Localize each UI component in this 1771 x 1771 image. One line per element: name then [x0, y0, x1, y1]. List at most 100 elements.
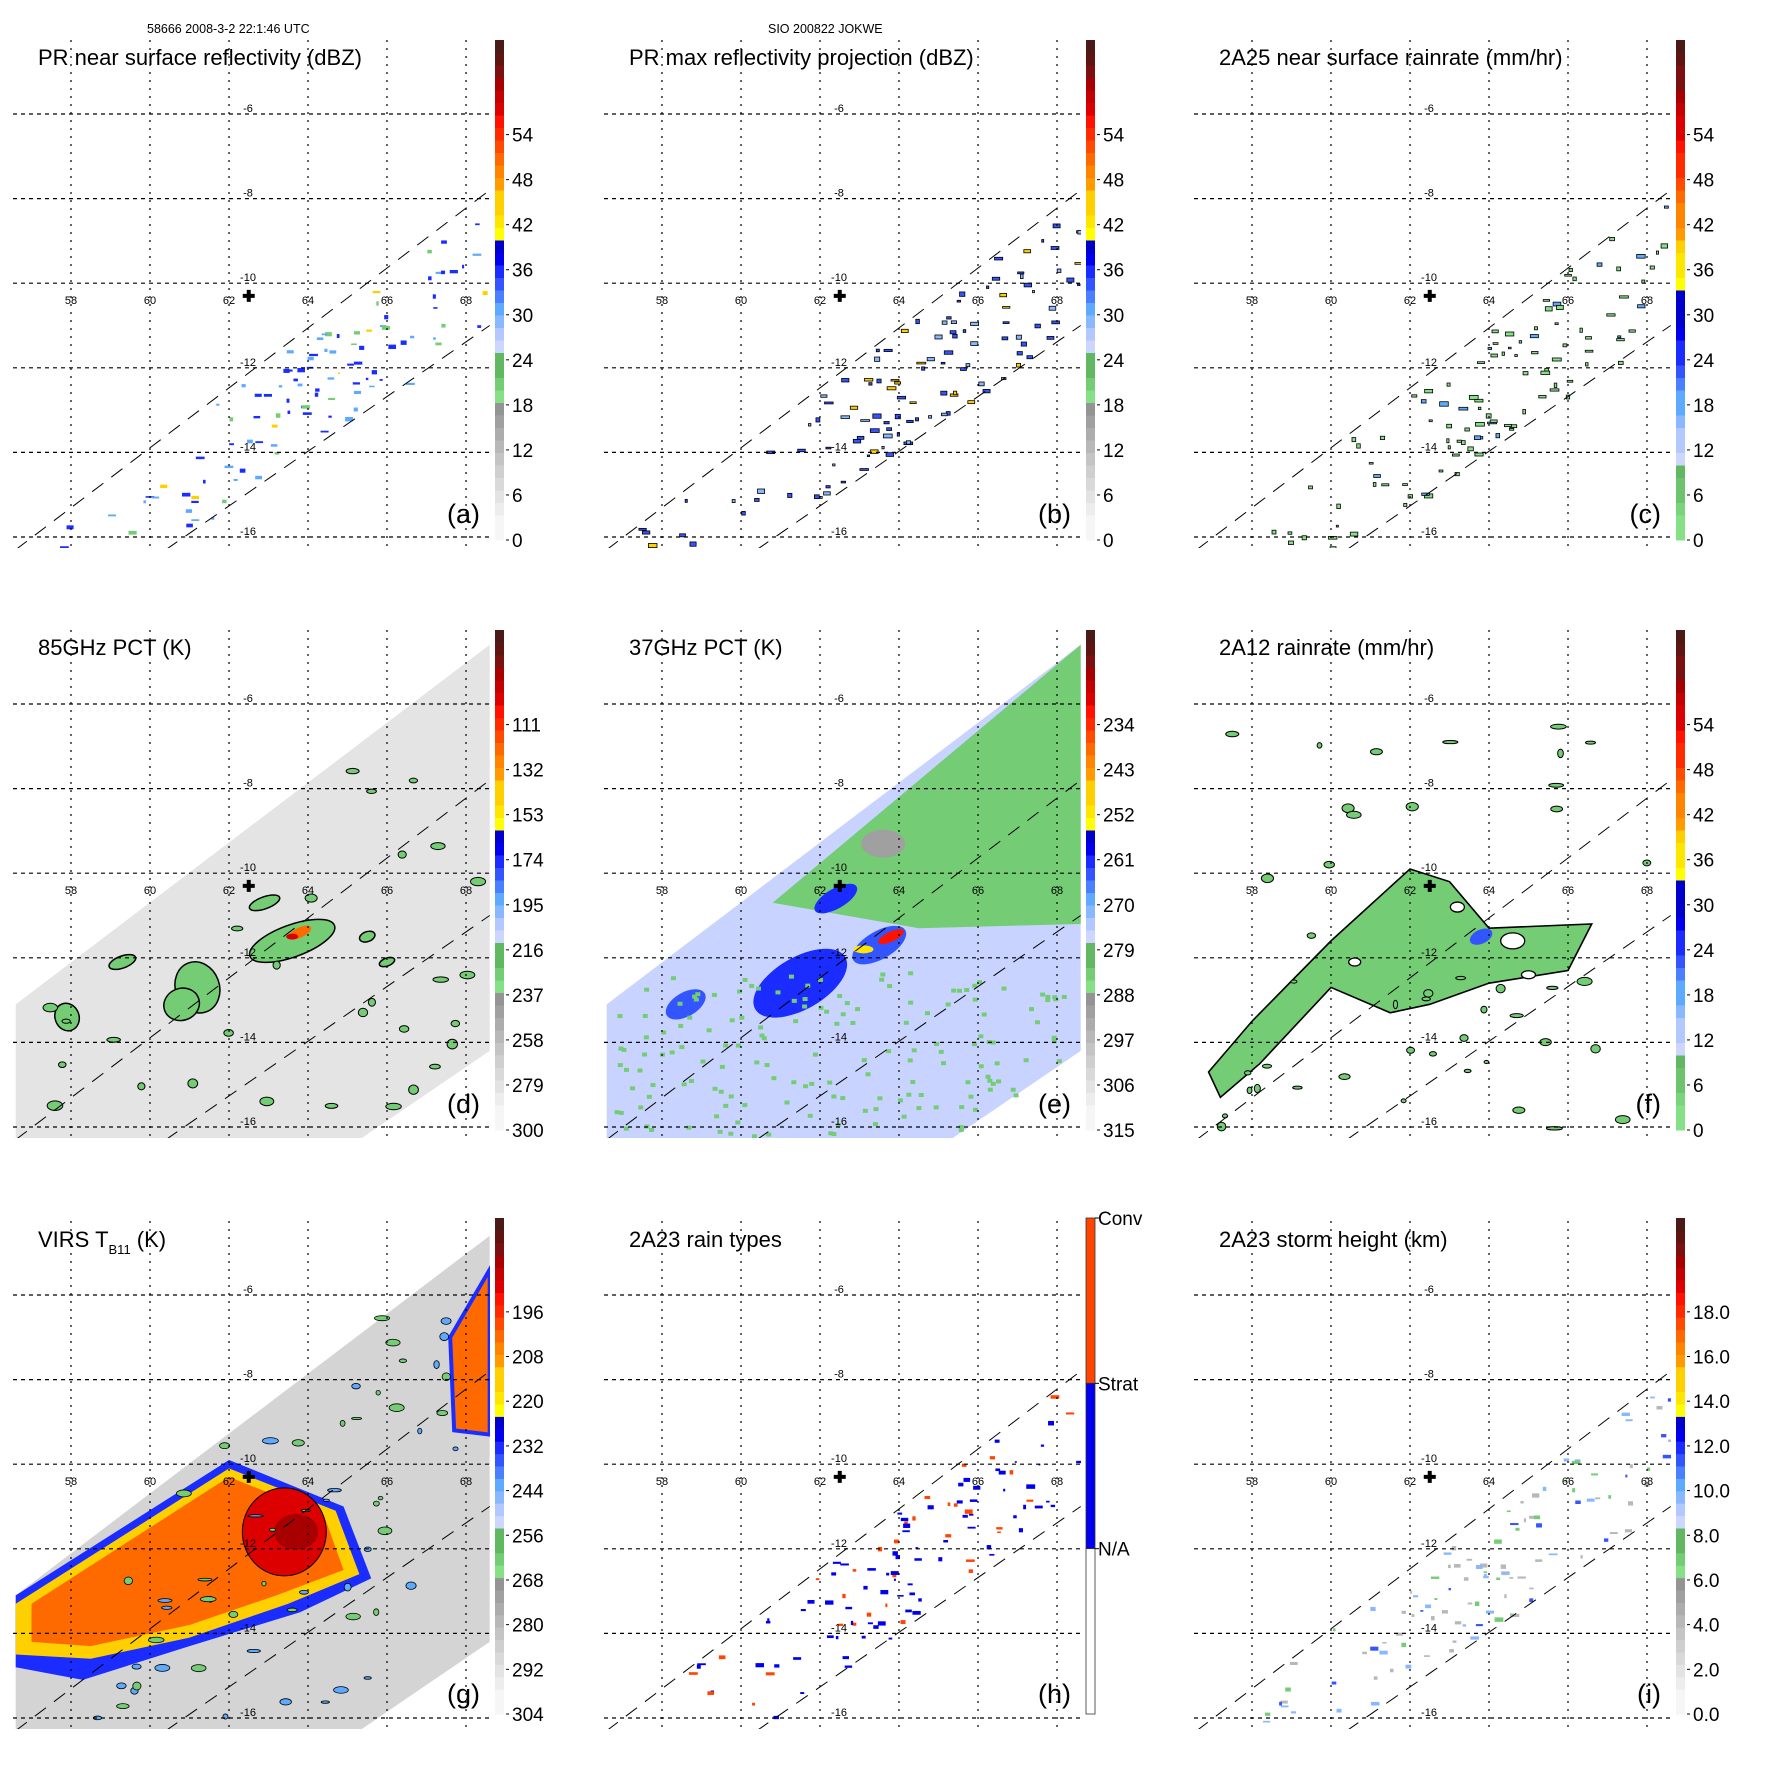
colorbar-label: 8.0 [1693, 1526, 1719, 1547]
colorbar-segment [1086, 152, 1095, 166]
colorbar-segment [495, 1552, 504, 1566]
pixel [907, 1058, 913, 1063]
colorbar-segment [1086, 955, 1095, 968]
cloud-cell [123, 1576, 133, 1586]
swath-pixel [1551, 357, 1562, 362]
cloud-cell [190, 1664, 207, 1673]
lon-tick-label: 60 [735, 1476, 747, 1488]
colorbar-segment [1676, 277, 1685, 291]
colorbar-segment [1086, 215, 1095, 228]
colorbar-label: 30 [1103, 306, 1124, 327]
colorbar-segment [1086, 905, 1095, 918]
swath-pixel [1520, 1500, 1524, 1504]
lon-tick-label: 58 [65, 885, 77, 897]
swath-pixel [1609, 237, 1615, 242]
colorbar-segment [1086, 842, 1095, 856]
colorbar-segment [1676, 980, 1685, 993]
swath-pixel [856, 435, 865, 440]
swath-pixel [254, 393, 262, 397]
rain-cell [1463, 1068, 1472, 1074]
colorbar-segment [1676, 527, 1685, 541]
cloud-cell [351, 1383, 361, 1390]
map-imagery [1271, 205, 1669, 548]
colorbar-label: 18 [512, 396, 533, 417]
colorbar-segment [1676, 215, 1685, 228]
swath-pixel [1446, 438, 1450, 444]
swath-pixel [916, 361, 927, 365]
colorbar-segment [495, 415, 504, 428]
pr-swath-edge [1198, 189, 1671, 548]
panel-title: 2A25 near surface rainrate (mm/hr) [1219, 45, 1563, 70]
tmi-swath [15, 644, 490, 1138]
swath-pixel [1477, 406, 1482, 410]
lon-tick-label: 66 [972, 295, 984, 307]
swath-pixel [890, 1571, 899, 1575]
swath-pixel [1474, 398, 1484, 403]
swath-pixel [321, 333, 328, 336]
swath-pixel [353, 331, 360, 335]
swath-pixel [867, 1622, 873, 1625]
swath-pixel [1048, 305, 1057, 311]
swath-pixel [934, 334, 943, 340]
colorbar-segment [1676, 152, 1685, 166]
colorbar-segment [1676, 190, 1685, 203]
lat-tick-label: -16 [831, 1116, 847, 1128]
map-imagery [1207, 723, 1652, 1132]
colorbar-segment [1086, 390, 1095, 403]
colorbar-segment [1676, 240, 1685, 253]
colorbar-segment [495, 77, 504, 91]
panel-letter: (d) [447, 1089, 480, 1119]
colorbar-label: 4.0 [1693, 1616, 1719, 1637]
colorbar-label: 111 [512, 716, 541, 737]
colorbar-segment [495, 705, 504, 718]
swath-pixel [960, 367, 967, 371]
colorbar-segment [1086, 992, 1095, 1006]
colorbar-label: 237 [512, 986, 544, 1007]
pixel [834, 1021, 840, 1026]
colorbar-segment [1086, 655, 1095, 668]
rain-cell [223, 1029, 234, 1037]
swath-pixel [284, 369, 293, 372]
colorbar-segment [495, 905, 504, 918]
swath-pixel [1506, 1510, 1511, 1513]
swath-pixel [1542, 299, 1551, 302]
swath-pixel [1424, 388, 1434, 394]
pixel [754, 1060, 760, 1065]
swath-pixel [962, 1514, 968, 1518]
colorbar-segment [1086, 792, 1095, 806]
swath-pixel [1017, 271, 1025, 275]
lat-tick-label: -14 [240, 1622, 256, 1634]
rain-cell [429, 1063, 441, 1070]
lat-tick-label: -12 [1421, 357, 1437, 369]
swath-pixel [1372, 482, 1377, 487]
no-rain-hole [1449, 901, 1466, 913]
swath-pixel [1490, 353, 1498, 358]
swath-pixel [969, 1499, 978, 1502]
colorbar-segment [1676, 502, 1685, 516]
swath-pixel [1489, 419, 1498, 423]
swath-pixel [838, 1623, 844, 1626]
swath-pixel [376, 301, 379, 306]
swath-pixel [369, 385, 375, 388]
lon-tick-label: 58 [1246, 295, 1258, 307]
rain-cell [1442, 739, 1459, 745]
pixel [956, 988, 962, 993]
pixel [824, 1009, 830, 1014]
colorbar-segment [1676, 867, 1685, 881]
colorbar-segment [1676, 265, 1685, 278]
lat-tick-label: -6 [1424, 693, 1434, 705]
swath-pixel [928, 415, 933, 419]
colorbar-label: 0 [512, 531, 523, 552]
rain-cell [1261, 1063, 1273, 1069]
swath-pixel [1579, 327, 1583, 333]
pixel [1056, 1059, 1062, 1064]
swath-pixel [824, 401, 834, 405]
rain-cell [1243, 1070, 1252, 1076]
colorbar-segment [495, 642, 504, 656]
colorbar-segment [1086, 1092, 1095, 1106]
rain-cell [248, 894, 281, 912]
lon-tick-label: 60 [1325, 885, 1337, 897]
colorbar-segment [495, 202, 504, 216]
colorbar-segment [1086, 1067, 1095, 1081]
pixel [877, 1096, 883, 1101]
